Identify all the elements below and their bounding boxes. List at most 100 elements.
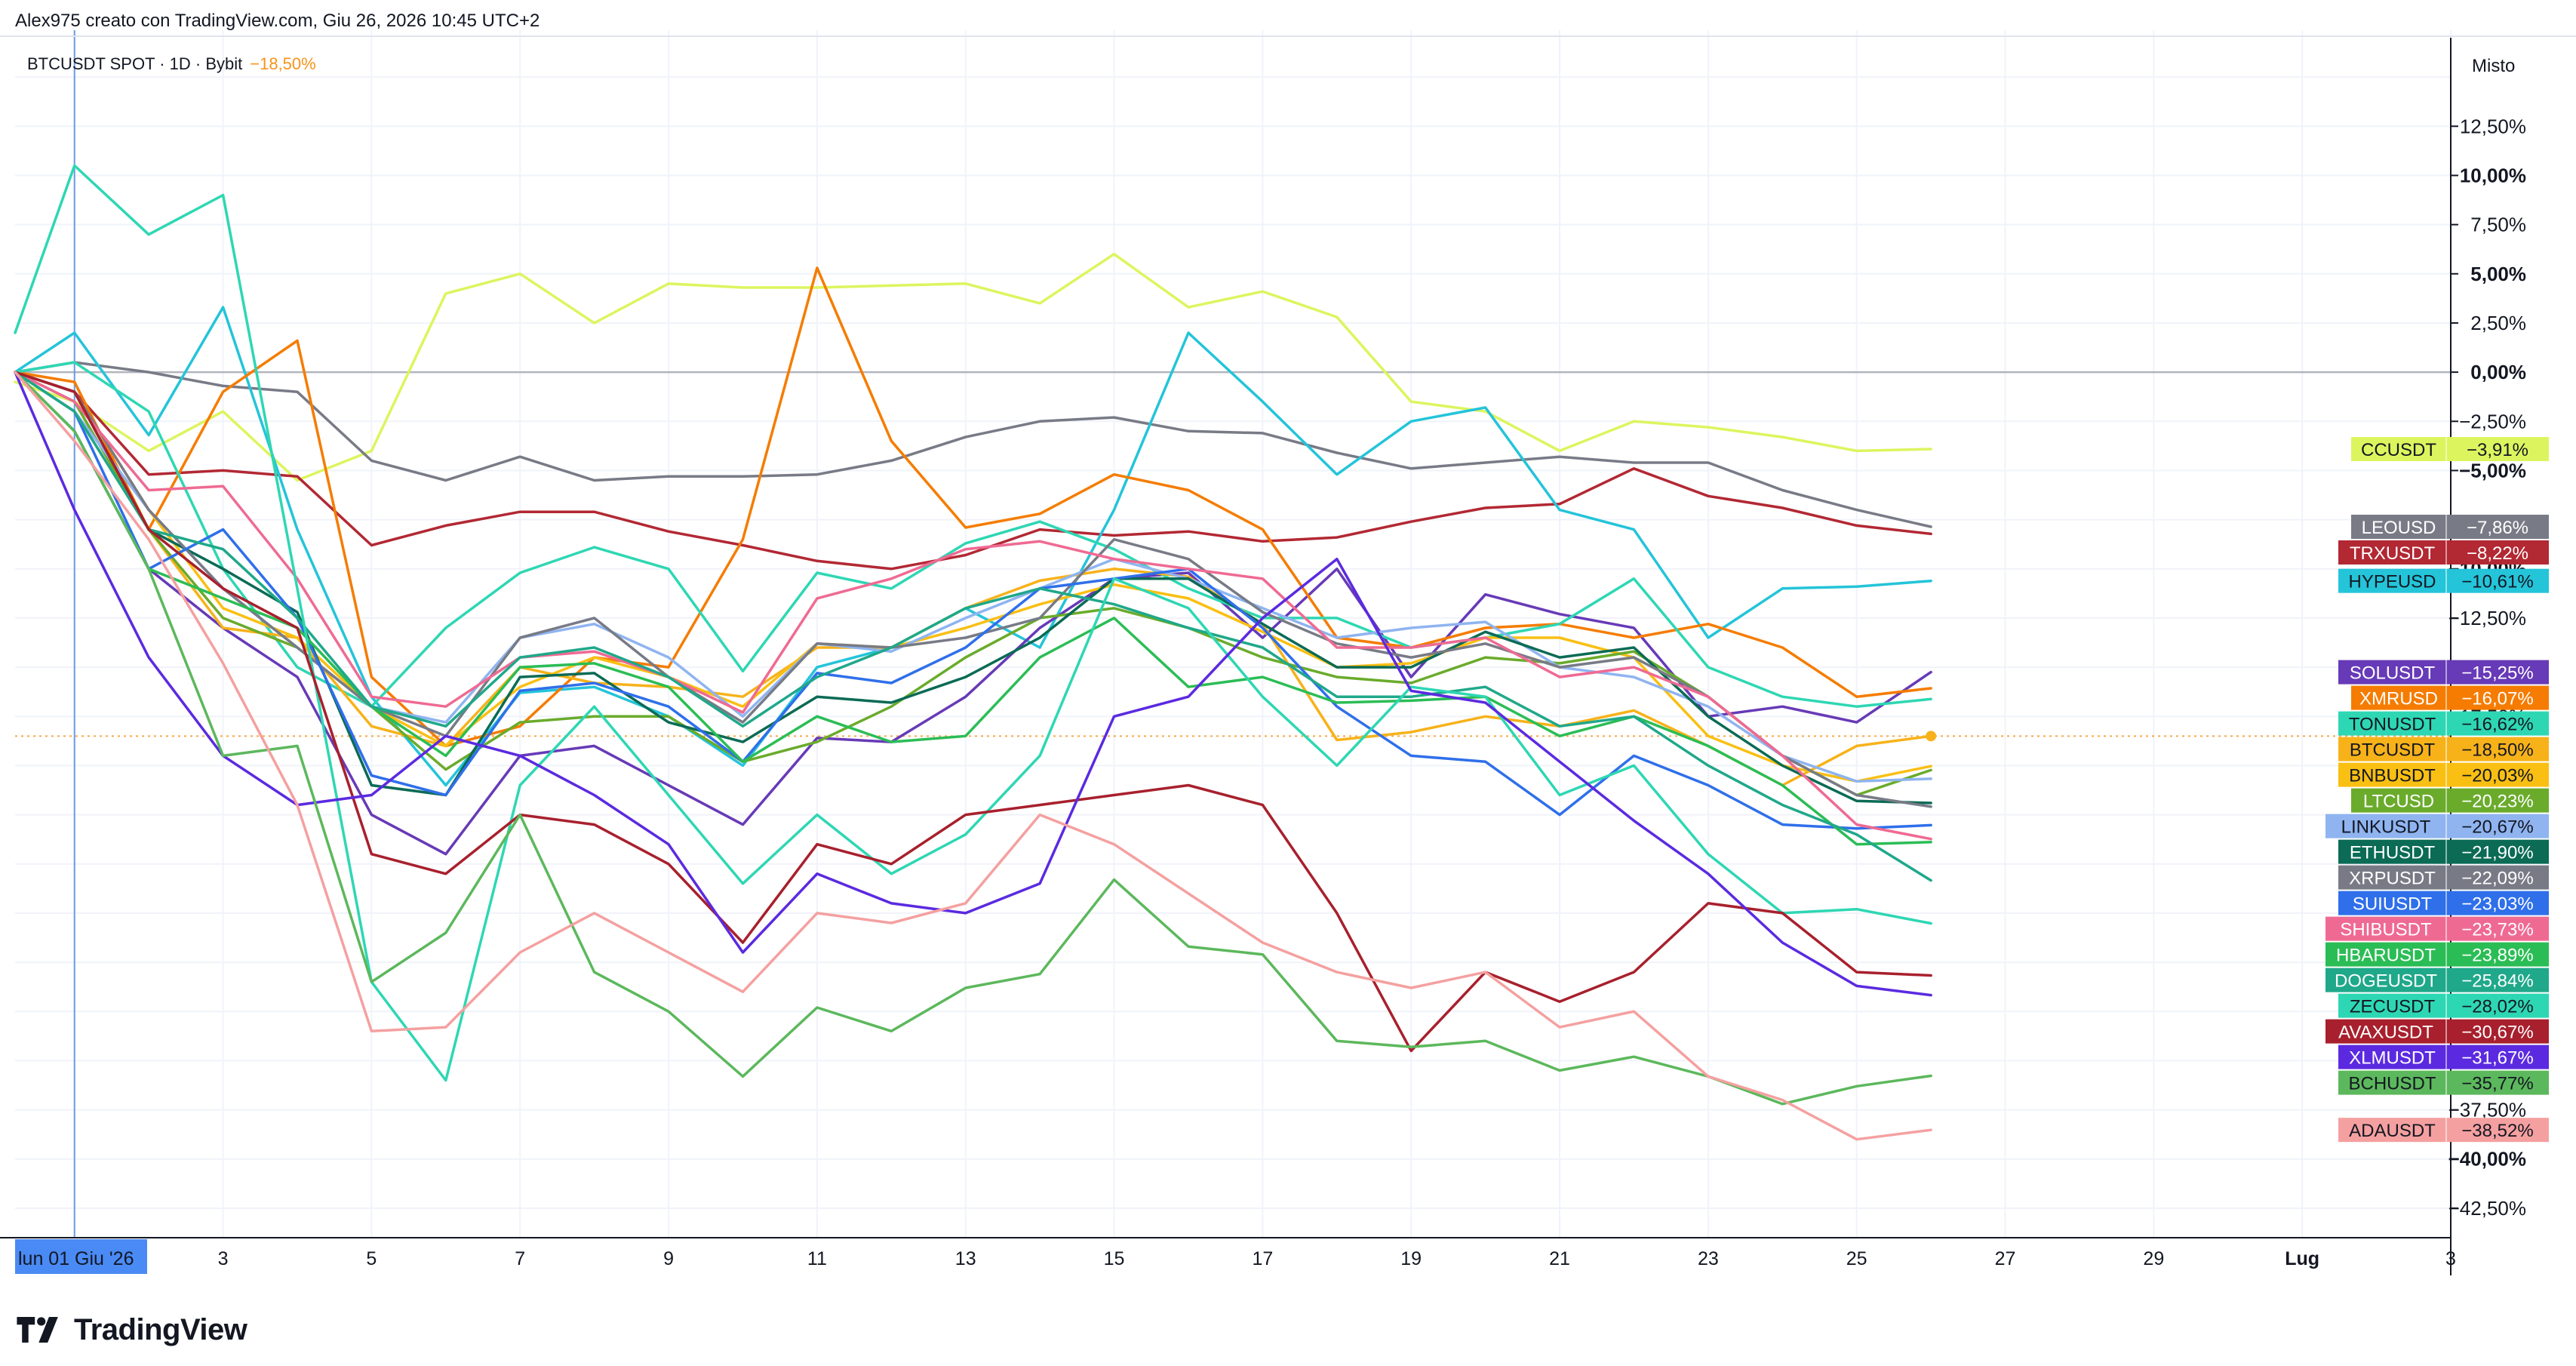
value-label-trxusdt: TRXUSDT −8,22% [2338,540,2549,565]
x-tick-label: 3 [218,1248,229,1269]
y-tick-label: −42,50% [2448,1197,2526,1220]
series-name: BCHUSDT [2348,1074,2436,1094]
series-value-badge [2446,660,2549,685]
x-tick-label: 17 [1252,1248,1273,1269]
series-name-badge [2325,1019,2446,1044]
series-line-tonusdt [14,361,1932,708]
series-value-badge [2446,865,2549,890]
y-tick-label: 0,00% [2470,361,2526,383]
series-value-badge [2446,891,2549,915]
series-line-xlmusdt [14,371,1932,997]
x-tick-label: lun 01 Giu '26 [18,1248,134,1269]
y-tick-label: −40,00% [2448,1148,2526,1171]
series-value: −23,89% [2461,946,2533,966]
series-value: −31,67% [2461,1048,2533,1069]
series-value-badge [2446,788,2549,813]
series-value: −35,77% [2461,1074,2533,1094]
x-tick-label: 27 [1995,1248,2016,1269]
symbol-legend[interactable]: BTCUSDT SPOT · 1D · Bybit −18,50% [27,54,316,74]
x-tick-label: 23 [1698,1248,1719,1269]
series-name: LEOUSD [2362,518,2436,538]
tradingview-logo-icon [17,1317,58,1343]
series-value: −8,22% [2467,543,2528,564]
value-label-xlmusdt: XLMUSDT −31,67% [2338,1044,2549,1069]
series-name: DOGEUSDT [2335,971,2437,992]
series-value: −18,50% [2461,740,2533,761]
value-label-dogeusdt: DOGEUSDT −25,84% [2325,968,2549,992]
value-label-ccusdt: CCUSDT −3,91% [2351,437,2549,462]
series-value-labels: CCUSDT −3,91% LEOUSD −7,86% TRXUSDT −8,22% HYP… [2325,437,2549,1143]
series-value-badge [2446,916,2549,941]
series-value-badge [2446,737,2549,761]
value-label-avaxusdt: AVAXUSDT −30,67% [2325,1019,2549,1044]
value-label-xrpusdt: XRPUSDT −22,09% [2338,865,2549,890]
x-tick-label: 15 [1104,1248,1125,1269]
series-value: −20,23% [2461,792,2533,812]
value-label-btcusdt: BTCUSDT −18,50% [2338,737,2549,761]
series-name-badge [2338,762,2446,787]
x-tick-label: 7 [515,1248,525,1269]
x-tick-label: 21 [1549,1248,1570,1269]
series-name: XMRUSD [2359,689,2438,709]
series-value-badge [2446,1070,2549,1095]
series-name-badge [2351,437,2446,462]
tradingview-wordmark: TradingView [74,1312,247,1346]
x-tick-label: 9 [663,1248,674,1269]
x-tick-label: 5 [366,1248,377,1269]
x-tick-label: 19 [1400,1248,1422,1269]
value-label-suiusdt: SUIUSDT −23,03% [2338,891,2549,915]
series-name-badge [2325,968,2446,992]
series-name-badge [2351,685,2446,710]
series-name-badge [2338,737,2446,761]
y-tick-label: 10,00% [2460,164,2526,186]
x-tick-label: 3 [2445,1248,2456,1269]
series-value-badge [2446,711,2549,736]
value-label-zecusdt: ZECUSDT −28,02% [2338,993,2549,1018]
series-name: HYPEUSD [2348,572,2436,592]
series-name: SUIUSDT [2353,894,2433,915]
y-tick-label: −37,50% [2448,1099,2526,1121]
series-lines [14,164,1937,1141]
series-name-badge [2351,788,2446,813]
series-name: LINKUSDT [2341,817,2431,838]
value-label-bchusdt: BCHUSDT −35,77% [2338,1070,2549,1095]
value-label-leousd: LEOUSD −7,86% [2351,514,2549,539]
series-value: −23,73% [2461,920,2533,940]
series-name: ETHUSDT [2350,843,2436,863]
series-name-badge [2338,1118,2446,1143]
series-value-badge [2446,1019,2549,1044]
y-tick-label: 7,50% [2470,214,2526,236]
series-value-badge [2446,1118,2549,1143]
x-tick-label: Lug [2285,1248,2319,1269]
value-label-ethusdt: ETHUSDT −21,90% [2338,839,2549,864]
scale-mode-button[interactable]: Misto [2472,56,2516,76]
series-name-badge [2338,865,2446,890]
series-value: −28,02% [2461,997,2533,1017]
series-value: −25,84% [2461,971,2533,992]
series-name-badge [2338,993,2446,1018]
series-name: TONUSDT [2349,715,2436,735]
y-tick-label: −2,50% [2459,410,2526,432]
series-value: −20,03% [2461,766,2533,786]
x-tick-label: 29 [2143,1248,2164,1269]
series-value-badge [2446,568,2549,593]
series-value: −22,09% [2461,869,2533,889]
value-label-xmrusd: XMRUSD −16,07% [2351,685,2549,710]
x-tick-label: 11 [807,1248,827,1269]
symbol-info: BTCUSDT SPOT · 1D · Bybit [27,54,243,73]
time-axis[interactable]: lun 01 Giu '26 3 5 7 9 11 13 15 17 19 21 23 25 27 29 Lu… [15,1239,2456,1274]
value-label-bnbusdt: BNBUSDT −20,03% [2338,762,2549,787]
series-line-bchusdt [14,371,1932,1106]
y-tick-label: −12,50% [2448,607,2526,629]
chart-byline: Alex975 creato con TradingView.com, Giu … [15,11,540,31]
tradingview-logo[interactable]: TradingView [17,1313,247,1346]
series-name-badge [2325,814,2446,838]
series-name-badge [2338,711,2446,736]
series-line-dogeusdt [14,371,1932,882]
series-name: BTCUSDT [2350,740,2436,761]
series-line-hbarusdt [14,371,1932,846]
series-line-zecusdt [14,164,1932,1082]
series-value: −20,67% [2461,817,2533,838]
value-label-adausdt: ADAUSDT −38,52% [2338,1118,2549,1143]
